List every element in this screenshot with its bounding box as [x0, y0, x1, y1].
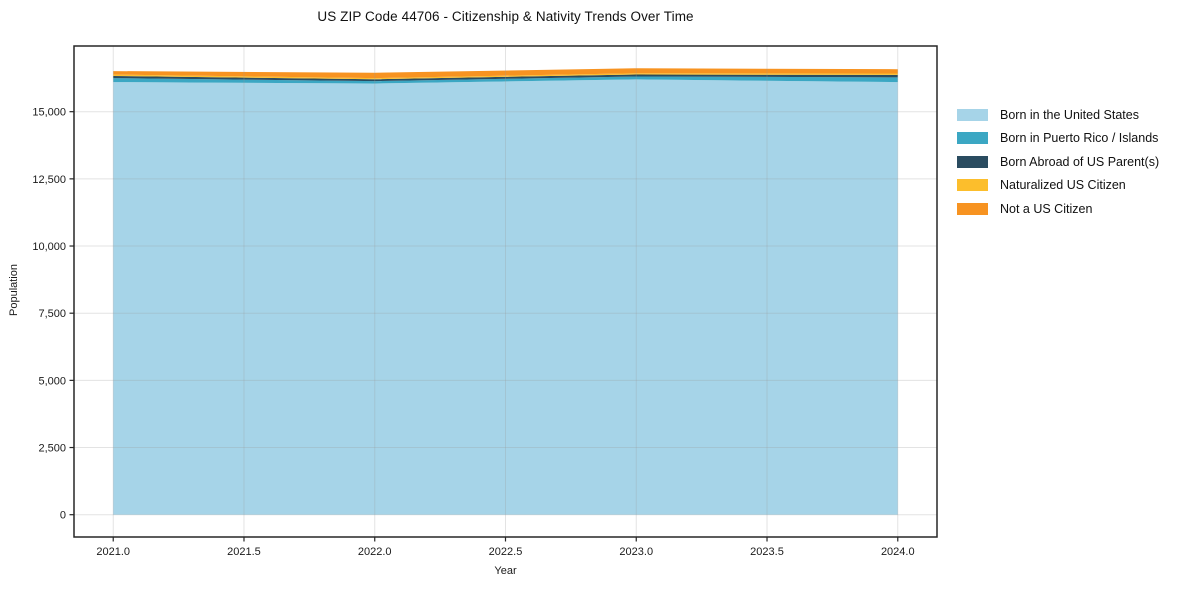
area-born-in-the-united-states — [113, 79, 898, 515]
x-axis-label: Year — [494, 565, 517, 577]
y-tick-label: 7,500 — [38, 308, 66, 320]
area-born-in-puerto-rico-islands — [113, 76, 898, 84]
y-tick-label: 0 — [60, 510, 66, 522]
x-tick-label: 2024.0 — [881, 546, 915, 558]
legend-label: Not a US Citizen — [1000, 201, 1093, 216]
area-naturalized-us-citizen — [113, 73, 898, 80]
area-born-abroad-of-us-parent-s — [113, 74, 898, 82]
x-tick-label: 2021.5 — [227, 546, 261, 558]
y-tick-label: 10,000 — [32, 241, 66, 253]
legend: Born in the United States Born in Puerto … — [957, 103, 1159, 221]
legend-label: Naturalized US Citizen — [1000, 178, 1126, 193]
y-tick-label: 5,000 — [38, 375, 66, 387]
legend-item-not-a-us-citizen: Not a US Citizen — [957, 197, 1159, 221]
x-tick-label: 2023.5 — [750, 546, 784, 558]
legend-swatch — [957, 179, 988, 192]
x-tick-label: 2023.0 — [619, 546, 653, 558]
legend-label: Born in the United States — [1000, 107, 1139, 122]
y-tick-label: 15,000 — [32, 107, 66, 119]
y-tick-label: 12,500 — [32, 174, 66, 186]
x-tick-label: 2022.0 — [358, 546, 392, 558]
x-tick-label: 2021.0 — [96, 546, 130, 558]
legend-item-born-in-the-united-states: Born in the United States — [957, 103, 1159, 127]
legend-label: Born Abroad of US Parent(s) — [1000, 154, 1160, 169]
legend-swatch — [957, 132, 988, 145]
y-tick-label: 2,500 — [38, 443, 66, 455]
x-tick-label: 2022.5 — [489, 546, 523, 558]
legend-item-born-in-puerto-rico-islands: Born in Puerto Rico / Islands — [957, 127, 1159, 151]
legend-swatch — [957, 155, 988, 168]
legend-swatch — [957, 108, 988, 121]
chart-title: US ZIP Code 44706 - Citizenship & Nativi… — [317, 9, 694, 24]
legend-swatch — [957, 202, 988, 215]
area-not-a-us-citizen — [113, 68, 898, 79]
legend-item-born-abroad-of-us-parent-s: Born Abroad of US Parent(s) — [957, 150, 1159, 174]
legend-label: Born in Puerto Rico / Islands — [1000, 131, 1159, 146]
legend-item-naturalized-us-citizen: Naturalized US Citizen — [957, 174, 1159, 198]
